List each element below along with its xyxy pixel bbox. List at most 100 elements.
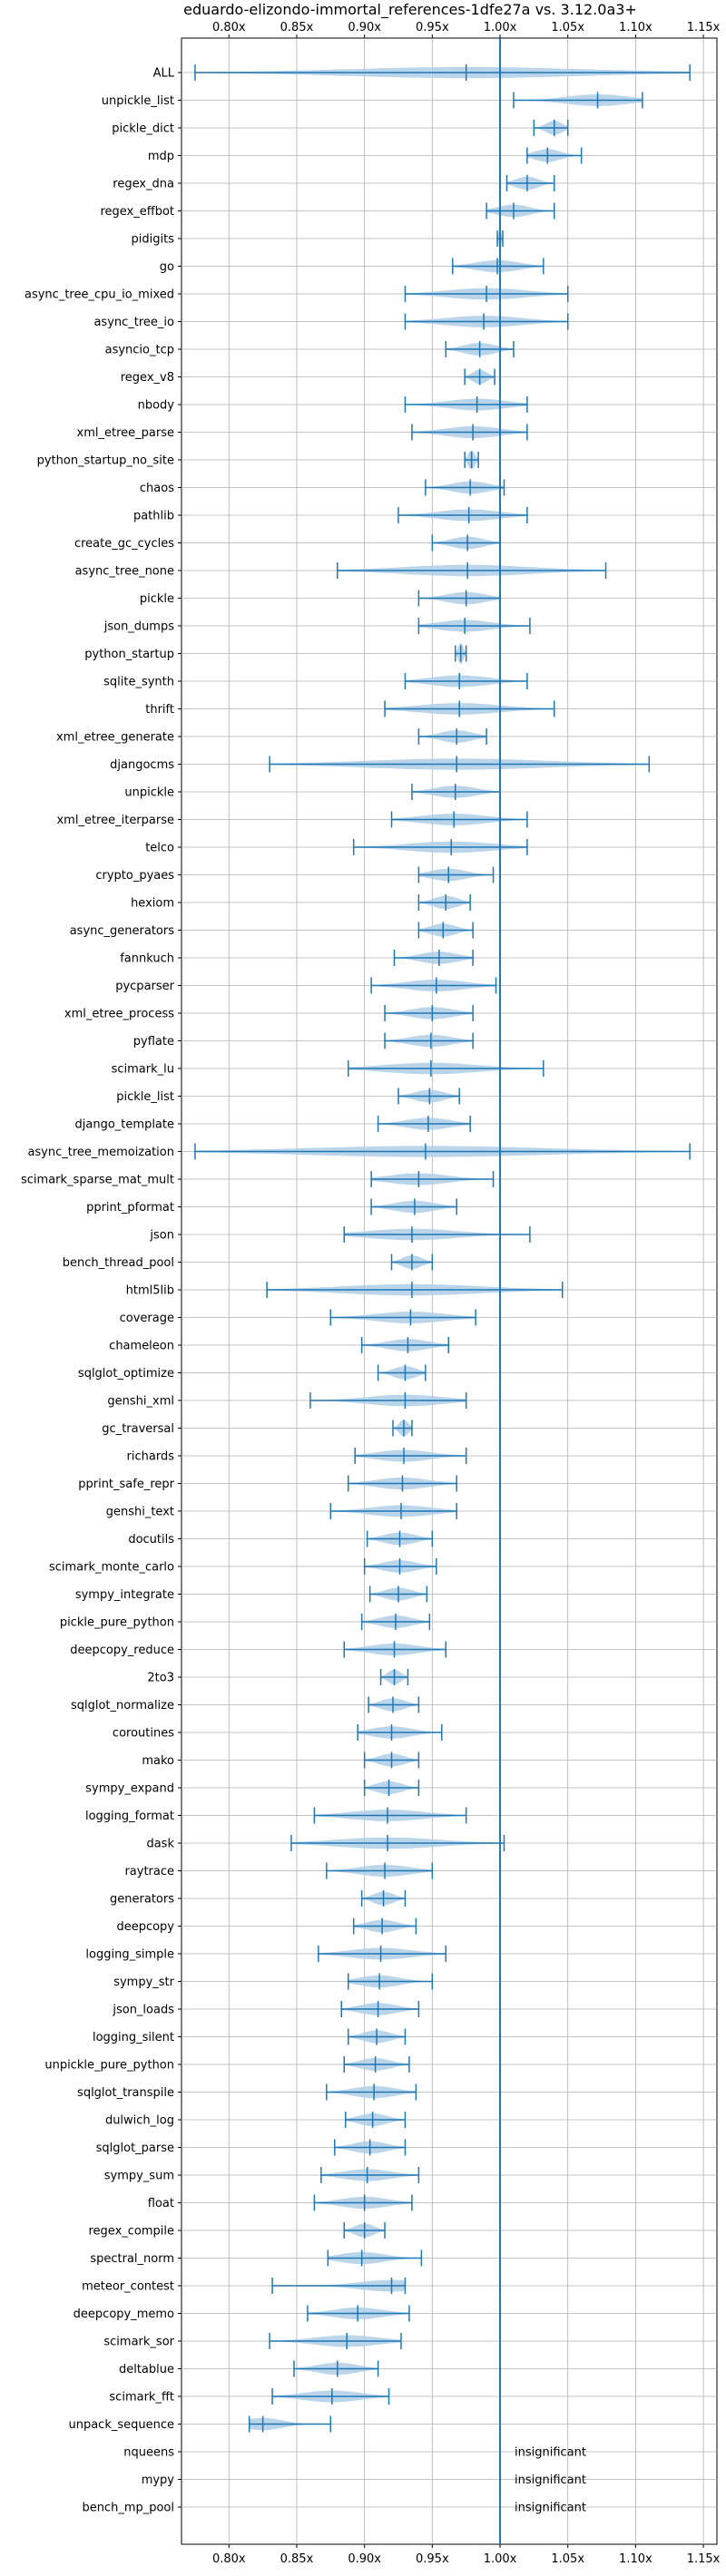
category-label: sympy_integrate [75, 1588, 174, 1602]
category-label: json_dumps [103, 620, 174, 634]
category-label: pathlib [133, 510, 174, 523]
category-label: thrift [145, 703, 174, 717]
chart-title: eduardo-elizondo-immortal_references-1df… [183, 1, 637, 19]
violin-sqlite_synth [404, 673, 528, 689]
violin-create_gc_cycles [431, 534, 501, 551]
category-label: telco [145, 842, 174, 855]
violin-sympy_sum [320, 2167, 420, 2183]
category-label: genshi_text [106, 1506, 174, 1519]
violin-deltablue [293, 2360, 379, 2377]
axis-ticks: 0.80x 0.80x 0.85x 0.85x 0.90x 0.90x 0.95x 0.95x… [178, 21, 721, 2566]
violin-async_tree_memoization [194, 1143, 691, 1160]
violin-logging_simple [318, 1946, 447, 1962]
category-label: chaos [140, 482, 174, 495]
violin-coroutines [357, 1724, 443, 1741]
category-label: spectral_norm [90, 2252, 174, 2266]
violin-dask [290, 1835, 505, 1851]
category-label: docutils [128, 1533, 174, 1547]
violin-dulwich_log [344, 2112, 407, 2128]
violin-deepcopy_reduce [343, 1641, 447, 1658]
x-tick-label-top: 1.00x [484, 21, 517, 34]
category-label: unpickle_list [102, 94, 174, 108]
x-tick-label-top: 1.10x [619, 21, 652, 34]
violin-scimark_lu [347, 1060, 544, 1077]
insignificant-label: insignificant [515, 2474, 586, 2487]
violin-bench_thread_pool [390, 1254, 434, 1271]
category-label: scimark_sor [103, 2336, 174, 2349]
category-label: ALL [153, 67, 175, 81]
violin-sympy_integrate [368, 1586, 428, 1603]
violin-generators [360, 1890, 407, 1907]
x-tick-label-top: 1.15x [687, 21, 721, 34]
category-label: mako [142, 1754, 174, 1768]
violin-gc_traversal [392, 1420, 413, 1437]
category-label: dask [146, 1838, 174, 1851]
violin-xml_etree_iterparse [390, 811, 528, 828]
violin-xml_etree_parse [411, 424, 528, 441]
category-label: sympy_expand [85, 1782, 174, 1796]
violin-djangocms [269, 756, 651, 773]
violin-asyncio_tcp [445, 341, 515, 357]
x-tick-label-bottom: 0.85x [280, 2552, 314, 2566]
violin-deepcopy [352, 1917, 417, 1935]
violin-genshi_text [329, 1503, 457, 1519]
category-label: deepcopy_reduce [70, 1644, 174, 1657]
category-label: nqueens [123, 2446, 174, 2460]
violin-pickle_dict [533, 120, 569, 136]
violin-sqlglot_parse [334, 2139, 407, 2156]
category-label: async_tree_io [93, 316, 174, 329]
x-tick-label-bottom: 1.05x [551, 2552, 584, 2566]
category-label: logging_silent [93, 2031, 174, 2044]
violin-pickle [417, 590, 501, 607]
category-label: logging_format [85, 1810, 174, 1823]
violin-unpickle_pure_python [343, 2056, 410, 2073]
violin-async_tree_io [404, 313, 569, 330]
category-label: deepcopy [116, 1920, 174, 1934]
category-label: sqlglot_parse [96, 2142, 174, 2155]
plot-frame [181, 37, 718, 2545]
category-label: deepcopy_memo [74, 2308, 174, 2321]
x-tick-label-bottom: 1.15x [687, 2552, 721, 2566]
category-label: pickle_dict [112, 122, 174, 136]
x-tick-label-bottom: 0.90x [348, 2552, 381, 2566]
x-tick-label-bottom: 0.80x [212, 2552, 246, 2566]
category-label: regex_dna [113, 178, 174, 191]
category-label: scimark_monte_carlo [49, 1561, 174, 1575]
category-label: regex_compile [88, 2225, 174, 2239]
violin-scimark_sparse_mat_mult [370, 1171, 495, 1187]
category-label: python_startup [84, 648, 174, 661]
category-label: sqlite_synth [103, 676, 174, 689]
violin-richards [354, 1448, 467, 1464]
category-label: async_generators [70, 924, 175, 938]
violin-2to3 [379, 1669, 409, 1685]
violin-pycparser [370, 977, 497, 994]
category-label: async_tree_cpu_io_mixed [25, 288, 174, 302]
category-label: xml_etree_iterparse [56, 814, 174, 827]
category-label: scimark_lu [112, 1063, 174, 1077]
violin-unpickle [411, 784, 501, 800]
violin-sympy_str [347, 1973, 434, 1990]
violin-sqlglot_normalize [368, 1696, 420, 1713]
category-label: coverage [120, 1312, 174, 1325]
violin-regex_v8 [464, 368, 495, 385]
violin-thrift [384, 700, 555, 717]
violin-raytrace [326, 1862, 434, 1879]
violin-pyflate [384, 1032, 474, 1049]
category-label: unpack_sequence [68, 2418, 174, 2432]
category-label: create_gc_cycles [74, 537, 174, 551]
category-label: unpickle_pure_python [44, 2059, 174, 2073]
violin-hexiom [417, 894, 471, 911]
violin-async_tree_cpu_io_mixed [404, 286, 569, 302]
violin-pickle_pure_python [360, 1614, 431, 1630]
violin-genshi_xml [309, 1392, 467, 1409]
category-label: pickle_pure_python [60, 1616, 174, 1630]
insignificant-label: insignificant [515, 2502, 586, 2515]
violin-meteor_contest [271, 2278, 407, 2294]
violin-json_dumps [417, 618, 531, 634]
category-label: 2to3 [147, 1672, 174, 1685]
category-label: pickle [140, 592, 174, 606]
x-tick-label-bottom: 0.95x [416, 2552, 449, 2566]
violin-async_generators [417, 922, 474, 939]
